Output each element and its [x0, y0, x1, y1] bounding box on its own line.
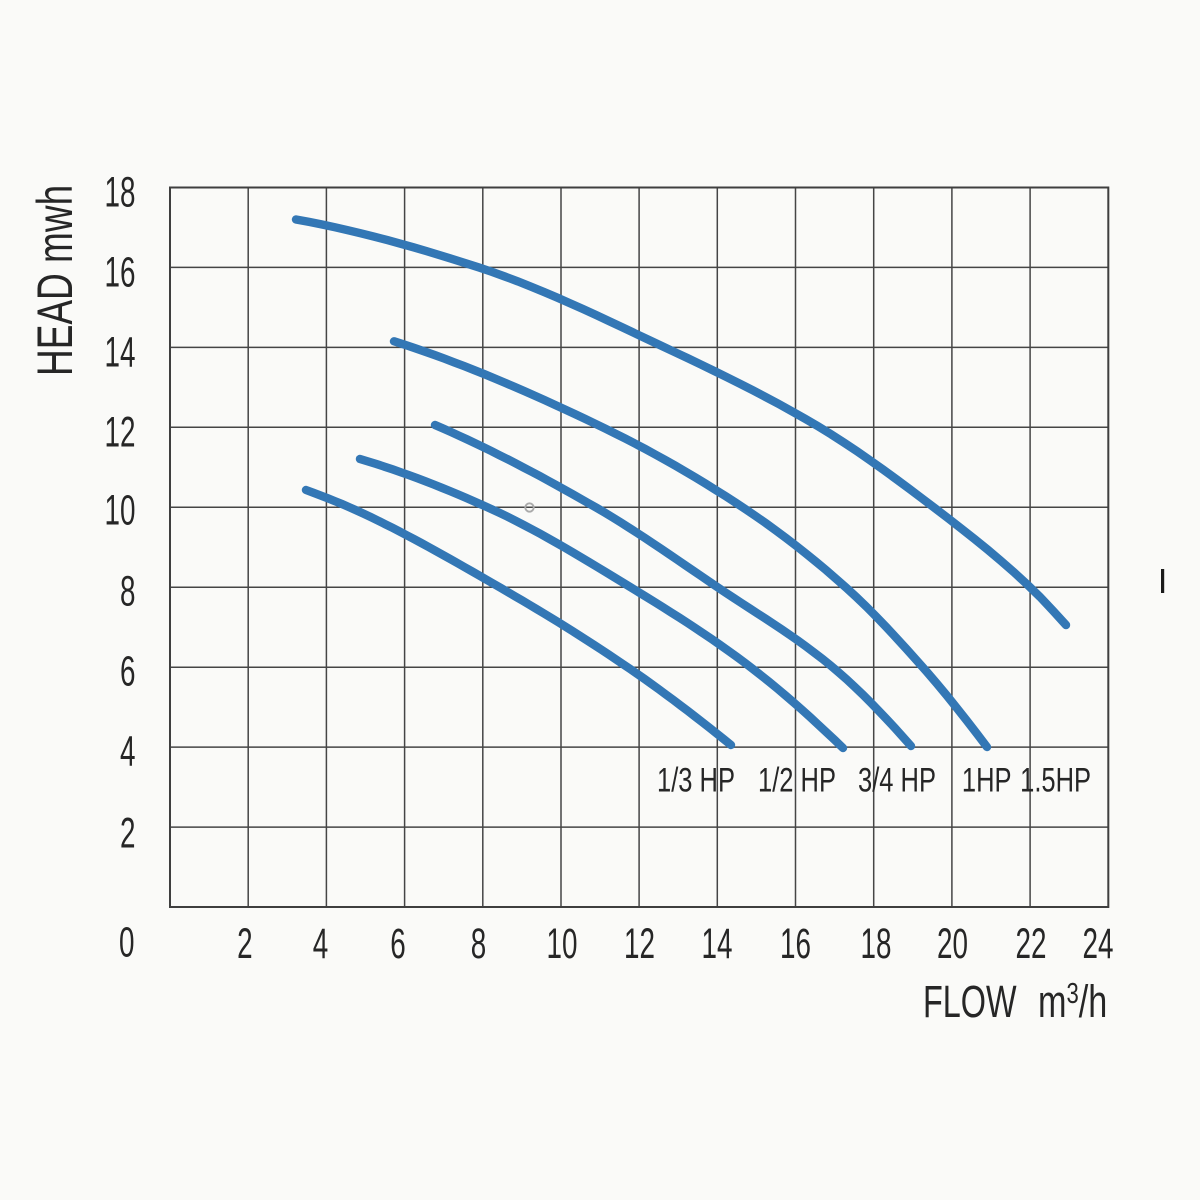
svg-text:1/2 HP: 1/2 HP — [758, 762, 836, 799]
svg-text:12: 12 — [105, 407, 136, 456]
svg-text:18: 18 — [861, 919, 892, 968]
svg-text:14: 14 — [702, 919, 733, 968]
svg-text:2: 2 — [237, 919, 252, 968]
svg-text:HEAD mwh: HEAD mwh — [28, 185, 84, 376]
svg-text:16: 16 — [780, 919, 811, 968]
svg-text:20: 20 — [937, 919, 968, 968]
svg-text:1.5HP: 1.5HP — [1020, 762, 1091, 799]
svg-text:8: 8 — [120, 566, 135, 615]
svg-text:24: 24 — [1083, 919, 1114, 968]
svg-text:16: 16 — [105, 247, 136, 296]
svg-text:10: 10 — [105, 485, 136, 534]
svg-text:4: 4 — [120, 726, 135, 775]
svg-text:12: 12 — [624, 919, 655, 968]
svg-text:10: 10 — [547, 919, 578, 968]
svg-text:2: 2 — [120, 808, 135, 857]
svg-text:1/3 HP: 1/3 HP — [657, 762, 735, 799]
svg-text:4: 4 — [313, 919, 328, 968]
svg-text:6: 6 — [120, 646, 135, 695]
svg-text:FLOW: FLOW — [923, 978, 1017, 1027]
svg-text:0: 0 — [119, 917, 134, 966]
svg-text:8: 8 — [471, 919, 486, 968]
svg-text:1HP: 1HP — [962, 762, 1012, 799]
svg-text:3/4 HP: 3/4 HP — [858, 762, 936, 799]
svg-text:6: 6 — [390, 919, 405, 968]
svg-text:18: 18 — [105, 167, 136, 216]
svg-text:14: 14 — [105, 327, 136, 376]
svg-text:22: 22 — [1016, 919, 1047, 968]
